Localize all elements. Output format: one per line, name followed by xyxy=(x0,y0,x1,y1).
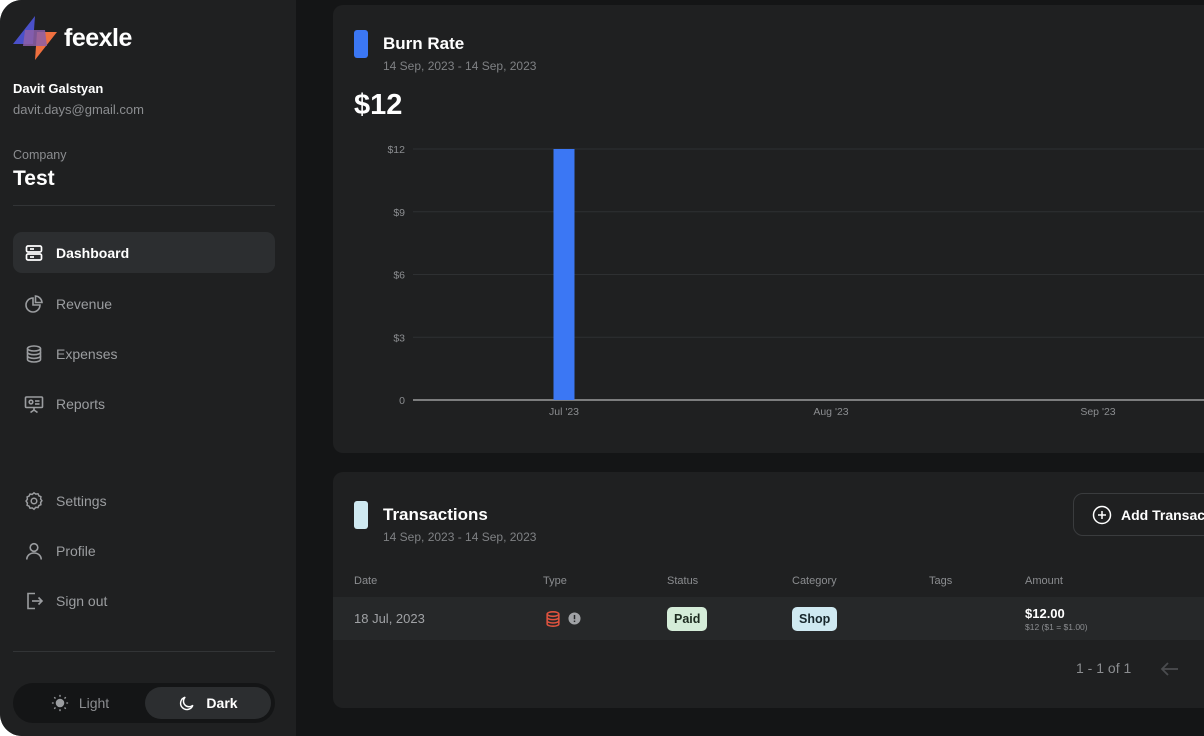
burn-rate-card: Burn Rate 14 Sep, 2023 - 14 Sep, 2023 $1… xyxy=(333,5,1204,453)
status-badge: Paid xyxy=(667,606,708,631)
chart-bar xyxy=(553,149,575,400)
moon-icon xyxy=(180,696,194,711)
sidebar-item-expenses[interactable]: Expenses xyxy=(13,333,275,374)
plus-circle-icon xyxy=(1092,505,1112,524)
transactions-marker xyxy=(354,501,368,529)
pie-chart-icon xyxy=(25,294,43,313)
sign-out-icon xyxy=(27,592,44,609)
sidebar-divider xyxy=(13,205,275,206)
burn-rate-total: $12 xyxy=(354,89,403,121)
x-tick-label: Jul '23 xyxy=(549,406,579,418)
gear-icon xyxy=(25,491,43,510)
column-header-amount[interactable]: Amount xyxy=(1025,575,1063,587)
column-header-status[interactable]: Status xyxy=(667,575,699,587)
y-tick-label: 0 xyxy=(399,395,405,407)
user-email: davit.days@gmail.com xyxy=(13,102,144,117)
user-icon xyxy=(26,542,42,560)
y-tick-label: $12 xyxy=(387,144,405,156)
theme-toggle: Light Dark xyxy=(13,683,275,723)
info-icon[interactable] xyxy=(568,612,581,625)
sidebar-item-label: Sign out xyxy=(56,592,108,609)
sidebar-item-label: Expenses xyxy=(56,345,118,362)
database-icon xyxy=(546,610,560,627)
light-theme-button[interactable]: Light xyxy=(17,687,143,719)
transaction-type xyxy=(544,597,581,640)
sidebar-item-revenue[interactable]: Revenue xyxy=(13,283,275,324)
sidebar-divider xyxy=(13,651,275,652)
column-header-type[interactable]: Type xyxy=(543,575,567,587)
x-tick-label: Sep '23 xyxy=(1080,406,1115,418)
arrow-left-icon[interactable] xyxy=(1159,658,1181,680)
brand-name: feexle xyxy=(64,23,132,52)
category-badge: Shop xyxy=(792,606,838,631)
brand-logo[interactable]: feexle xyxy=(13,16,132,60)
amount-detail: $12 ($1 = $1.00) xyxy=(1025,621,1088,632)
sidebar-item-settings[interactable]: Settings xyxy=(13,480,275,521)
y-tick-label: $3 xyxy=(393,332,405,344)
server-icon xyxy=(25,244,43,261)
transaction-status: Paid xyxy=(667,597,708,640)
column-header-tags[interactable]: Tags xyxy=(929,575,953,587)
feexle-logo-icon xyxy=(13,16,57,60)
user-name: Davit Galstyan xyxy=(13,81,104,96)
database-icon xyxy=(26,344,42,363)
company-name[interactable]: Test xyxy=(13,167,55,190)
sidebar-item-profile[interactable]: Profile xyxy=(13,530,275,571)
transaction-category: Shop xyxy=(792,597,838,640)
dark-theme-button[interactable]: Dark xyxy=(145,687,271,719)
transaction-date: 18 Jul, 2023 xyxy=(354,611,425,626)
table-row[interactable]: 18 Jul, 2023 Paid Shop $12.00 $1 xyxy=(333,597,1204,640)
presentation-icon xyxy=(24,395,44,413)
sidebar: feexle Davit Galstyan davit.days@gmail.c… xyxy=(0,0,296,736)
sidebar-item-label: Dashboard xyxy=(56,244,130,261)
x-tick-label: Aug '23 xyxy=(813,406,848,418)
dark-theme-label: Dark xyxy=(206,695,238,711)
sidebar-item-reports[interactable]: Reports xyxy=(13,383,275,424)
sun-icon xyxy=(51,694,68,712)
add-transaction-button[interactable]: Add Transaction xyxy=(1073,493,1204,536)
column-header-category[interactable]: Category xyxy=(792,575,837,587)
sidebar-item-sign-out[interactable]: Sign out xyxy=(13,580,275,621)
transactions-date-range: 14 Sep, 2023 - 14 Sep, 2023 xyxy=(383,530,537,544)
amount-value: $12.00 xyxy=(1025,605,1065,621)
sidebar-item-label: Revenue xyxy=(56,295,113,312)
transaction-amount: $12.00 $12 ($1 = $1.00) xyxy=(1025,597,1088,640)
add-transaction-label: Add Transaction xyxy=(1121,506,1204,523)
sidebar-item-dashboard[interactable]: Dashboard xyxy=(13,232,275,273)
transactions-title: Transactions xyxy=(383,505,488,524)
column-header-date[interactable]: Date xyxy=(354,575,378,587)
burn-rate-date-range: 14 Sep, 2023 - 14 Sep, 2023 xyxy=(383,59,537,73)
burn-rate-title: Burn Rate xyxy=(383,34,465,53)
sidebar-item-label: Reports xyxy=(56,395,106,412)
sidebar-item-label: Profile xyxy=(56,542,96,559)
sidebar-item-label: Settings xyxy=(56,492,107,509)
burn-rate-chart: 0 $3 $6 $9 $12 Jul '23 Aug '23 Sep '23 xyxy=(387,144,1204,418)
company-label: Company xyxy=(13,148,67,162)
y-tick-label: $9 xyxy=(393,207,405,219)
y-tick-label: $6 xyxy=(393,270,405,282)
burn-rate-marker xyxy=(354,30,368,58)
transactions-card: Transactions 14 Sep, 2023 - 14 Sep, 2023… xyxy=(333,472,1204,708)
pagination-info: 1 - 1 of 1 xyxy=(1076,660,1132,676)
light-theme-label: Light xyxy=(78,695,110,711)
